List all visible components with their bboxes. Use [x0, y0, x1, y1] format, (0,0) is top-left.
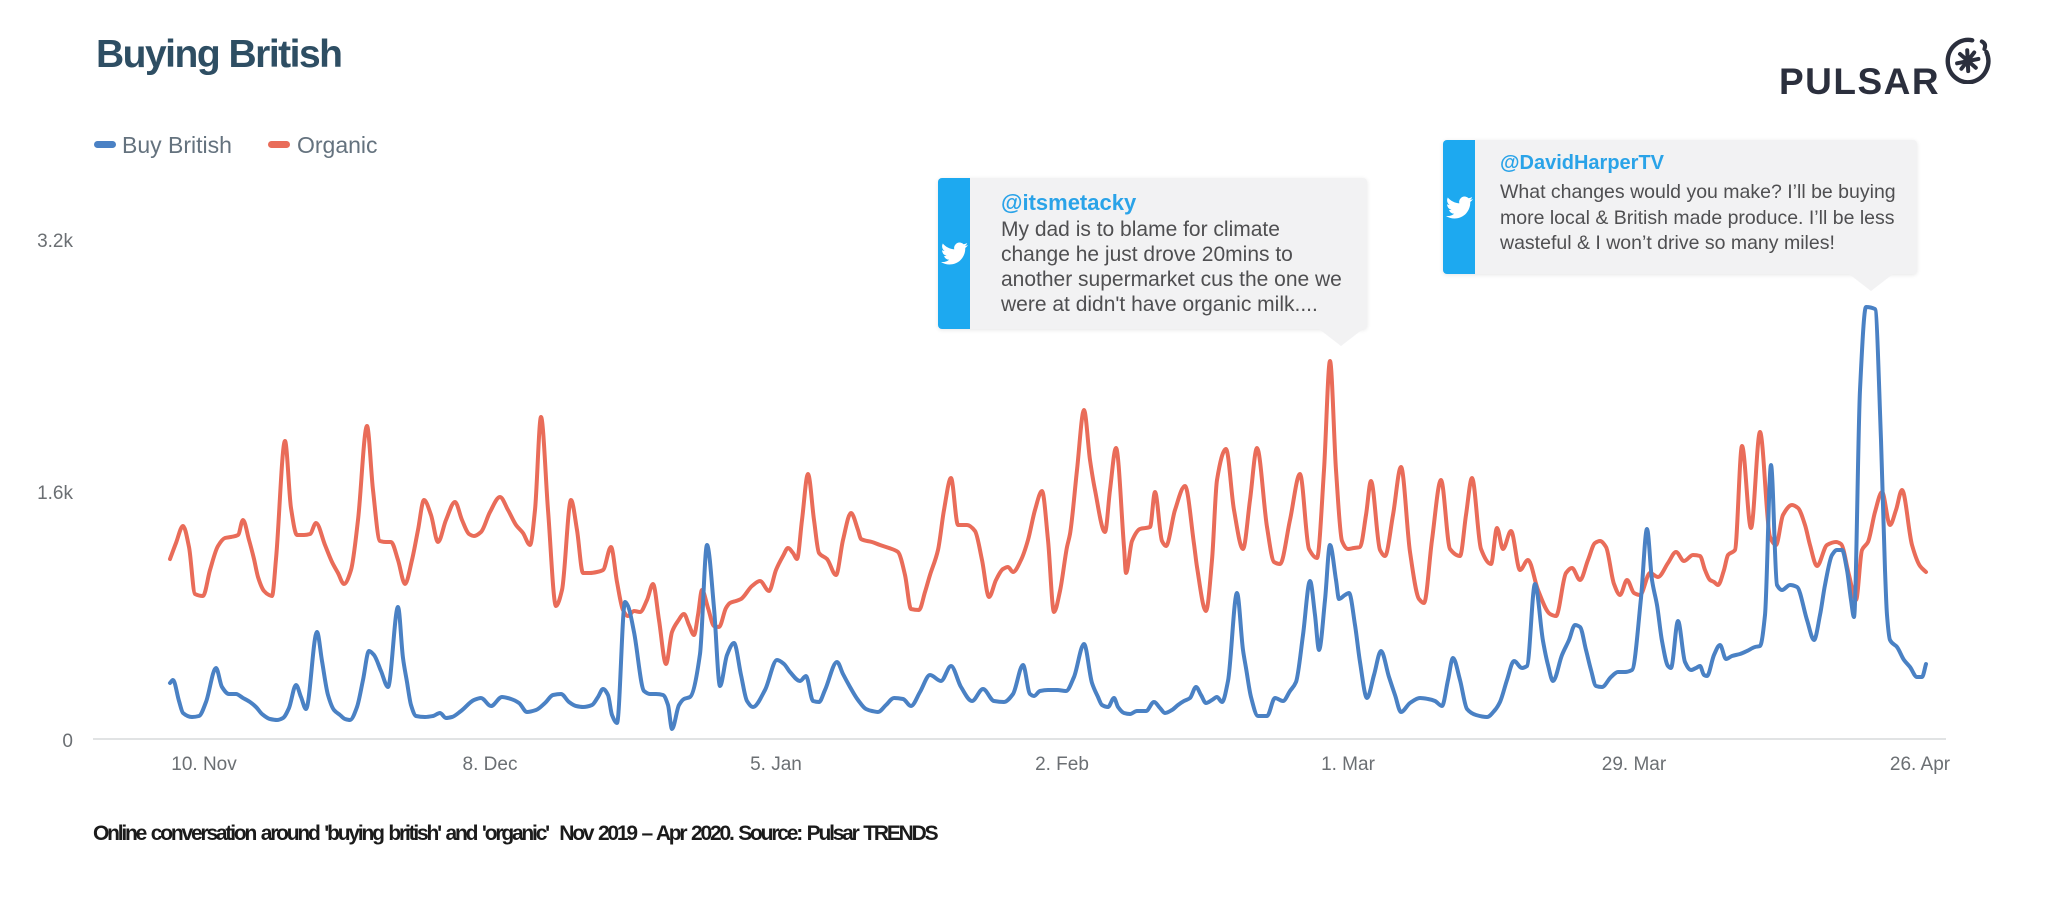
svg-text:1.6k: 1.6k: [37, 483, 73, 504]
svg-text:10. Nov: 10. Nov: [171, 754, 237, 775]
svg-text:8. Dec: 8. Dec: [463, 754, 518, 775]
svg-text:29. Mar: 29. Mar: [1602, 754, 1667, 775]
svg-text:0: 0: [62, 731, 73, 752]
svg-text:5. Jan: 5. Jan: [750, 754, 802, 775]
svg-text:1. Mar: 1. Mar: [1321, 754, 1376, 775]
svg-text:3.2k: 3.2k: [37, 231, 73, 252]
svg-text:2. Feb: 2. Feb: [1035, 754, 1089, 775]
svg-text:26. Apr: 26. Apr: [1890, 754, 1951, 775]
